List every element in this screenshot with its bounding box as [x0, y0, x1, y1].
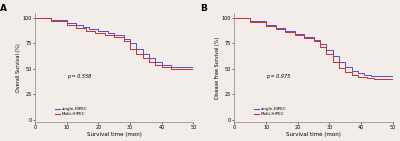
Legend: single-HIPEC, Multi-HIPEC: single-HIPEC, Multi-HIPEC: [252, 106, 288, 118]
Text: p = 0.558: p = 0.558: [67, 74, 91, 79]
X-axis label: Survival time (mon): Survival time (mon): [286, 132, 341, 137]
Text: B: B: [200, 4, 206, 13]
Text: p = 0.975: p = 0.975: [266, 74, 290, 79]
Y-axis label: Overall Survival (%): Overall Survival (%): [16, 43, 21, 92]
X-axis label: Survival time (mon): Survival time (mon): [87, 132, 142, 137]
Y-axis label: Disease Free Survival (%): Disease Free Survival (%): [215, 36, 220, 99]
Legend: single-HIPEC, Multi-HIPEC: single-HIPEC, Multi-HIPEC: [53, 106, 89, 118]
Text: A: A: [0, 4, 7, 13]
